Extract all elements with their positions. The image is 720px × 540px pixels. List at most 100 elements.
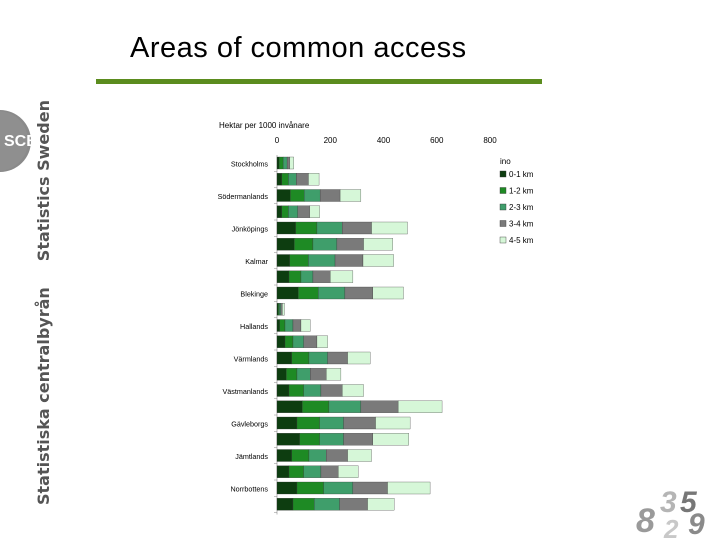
bar-segment: [308, 254, 336, 267]
category-label: Kalmar: [245, 257, 268, 266]
slide-title: Areas of common access: [130, 32, 467, 64]
bar-segment: [276, 319, 280, 332]
bar-segment: [303, 384, 322, 397]
bar-segment: [298, 286, 319, 300]
bar-segment: [279, 303, 281, 316]
svg-text:3: 3: [660, 486, 677, 519]
legend-swatch: [499, 187, 507, 194]
bar-segment: [318, 286, 346, 300]
category-labels: Stockholms Södermanlands Jönköpings Kalmar B…: [218, 160, 269, 494]
bar-segment: [276, 221, 296, 235]
bar-segment: [375, 416, 411, 430]
bar-segment: [372, 286, 404, 300]
bar-segment: [288, 465, 304, 478]
bar-segment: [303, 465, 322, 478]
bar-segment: [276, 189, 291, 202]
chart-unit-label: Hektar per 1000 invånare: [219, 121, 310, 130]
bar-segment: [286, 368, 298, 381]
bar-segment: [276, 465, 290, 478]
bar-segment: [334, 254, 364, 267]
bar-segment: [336, 238, 364, 251]
bar-segment: [276, 286, 299, 300]
category-label: Södermanlands: [218, 192, 269, 201]
bar-segment: [360, 400, 399, 413]
legend-swatch: [499, 203, 507, 211]
bar-segment: [347, 351, 371, 365]
x-tick-label: 400: [377, 136, 391, 145]
bar-segment: [276, 238, 295, 251]
bar-segment: [278, 303, 280, 316]
legend-label: 1-2 km: [509, 187, 534, 196]
x-tick-label: 600: [430, 136, 444, 145]
bar-segment: [276, 498, 294, 511]
bar-segment: [279, 319, 286, 332]
svg-text:2: 2: [663, 514, 679, 540]
bar-segment: [328, 400, 362, 413]
legend-label: 4-5 km: [509, 236, 534, 245]
svg-text:8: 8: [636, 502, 655, 540]
x-tick-label: 200: [324, 136, 338, 145]
bar-segment: [276, 173, 282, 186]
bar-segment: [371, 221, 408, 235]
category-label: Jämtlands: [235, 452, 268, 461]
bar-segment: [338, 465, 359, 478]
category-label: Gävleborgs: [231, 420, 268, 429]
bar-segment: [292, 498, 315, 511]
bar-segment: [276, 254, 290, 267]
bar-segment: [326, 368, 342, 381]
bar-segment: [288, 270, 302, 283]
category-label: Västmanlands: [222, 387, 268, 396]
bar-segment: [292, 319, 302, 332]
category-label: Blekinge: [240, 290, 268, 299]
bar-segment: [347, 449, 372, 462]
legend-swatch: [499, 236, 507, 244]
bar-segment: [308, 351, 328, 365]
category-label: Jönköpings: [232, 225, 269, 234]
bar-segment: [281, 173, 289, 186]
bar-segment: [316, 335, 328, 348]
numbers-logo-icon: 8 3 5 2 9: [636, 486, 705, 540]
bar-segment: [327, 351, 348, 365]
bar-segment: [344, 286, 373, 300]
bar-segment: [276, 205, 282, 218]
bar-segment: [284, 319, 294, 332]
bar-segment: [319, 433, 344, 446]
bar-segment: [312, 238, 338, 251]
category-label: Värmlands: [234, 355, 269, 364]
bar-segment: [339, 498, 368, 511]
bar-segment: [323, 481, 354, 495]
bar-segment: [296, 416, 320, 430]
bar-segment: [362, 254, 394, 267]
bar-segment: [342, 384, 364, 397]
bar-segment: [343, 416, 376, 430]
bar-segment: [276, 351, 292, 365]
bar-segment: [308, 449, 327, 462]
bar-segment: [367, 498, 395, 511]
bar-segment: [312, 270, 331, 283]
bar-segment: [276, 384, 290, 397]
bar-segment: [303, 335, 318, 348]
bar-segment: [302, 400, 330, 413]
bar-segment: [300, 270, 314, 283]
bar-segment: [282, 156, 288, 170]
legend-swatch: [499, 170, 507, 178]
bar-segment: [352, 481, 388, 495]
bar-segment: [276, 400, 303, 413]
bar-segment: [290, 189, 305, 202]
x-tick-label: 0: [275, 136, 280, 145]
category-label: Norrbottens: [230, 485, 268, 494]
bar-segment: [286, 156, 290, 170]
bar-segment: [295, 221, 318, 235]
bar-segment: [284, 335, 294, 348]
bar-segment: [276, 270, 290, 283]
bar-area: [276, 156, 443, 511]
bar-segment: [291, 449, 310, 462]
bar-segment: [316, 221, 343, 235]
bar-segment: [320, 384, 343, 397]
bar-segment: [319, 189, 341, 202]
bar-segment: [309, 205, 320, 218]
category-label: Hallands: [240, 322, 268, 331]
bar-segment: [330, 270, 354, 283]
bar-segment: [281, 205, 289, 218]
svg-text:9: 9: [688, 508, 705, 540]
